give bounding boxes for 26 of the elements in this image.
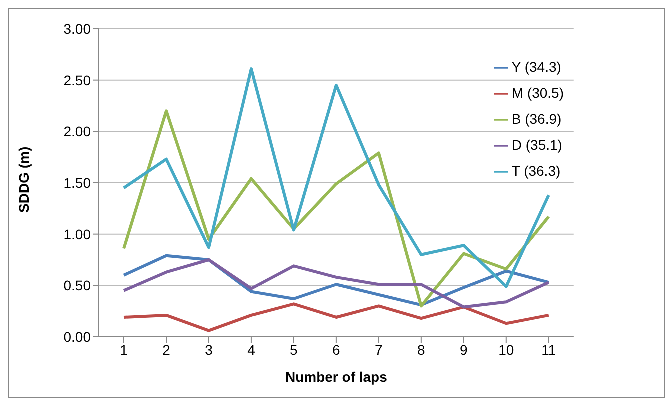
x-tick-label: 9 (460, 342, 468, 358)
y-tick-label: 2.50 (64, 72, 92, 88)
legend-label: Y (34.3) (512, 59, 562, 75)
y-tick-label: 0.50 (64, 278, 92, 294)
x-tick-label: 11 (542, 342, 556, 358)
legend-label: B (36.9) (512, 111, 562, 127)
line-series (122, 302, 550, 332)
legend-label: T (36.3) (512, 163, 561, 179)
x-tick-label: 7 (375, 342, 384, 358)
y-tick-label: 1.50 (64, 174, 92, 191)
x-tick-label: 1 (120, 342, 128, 358)
x-axis-title: Number of laps (285, 369, 388, 385)
legend-label: D (35.1) (512, 137, 562, 153)
x-tick-label: 3 (205, 342, 214, 358)
legend-label: M (30.5) (512, 85, 564, 101)
x-tick-label: 6 (332, 342, 341, 358)
x-tick-label: 2 (162, 342, 171, 358)
x-tick-label: 5 (290, 342, 298, 358)
y-tick-label: 1.00 (64, 226, 92, 242)
y-axis-title: SDDG (m) (16, 146, 32, 213)
x-tick-label: 4 (248, 342, 256, 358)
y-tick-label: 0.00 (64, 328, 92, 345)
x-tick-label: 8 (418, 342, 426, 358)
y-tick-label: 3.00 (64, 20, 92, 37)
y-tick-label: 2.00 (64, 124, 92, 140)
x-tick-label: 10 (498, 342, 514, 358)
